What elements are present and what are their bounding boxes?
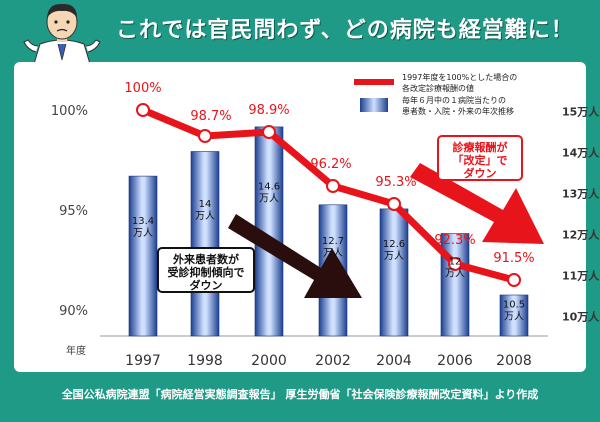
- legend-bar-label: 毎年６月中の１病院当たりの: [402, 95, 506, 105]
- fee-point: [262, 125, 276, 139]
- bar-unit-label: 万人: [323, 247, 343, 259]
- legend-bar-label: 患者数・入院・外来の年次推移: [402, 106, 514, 116]
- doctor-illustration: [23, 3, 101, 65]
- x-tick-label: 2004: [376, 353, 412, 369]
- outpatient-note-line: 受診抑制傾向で: [168, 265, 245, 279]
- bar-unit-label: 万人: [195, 210, 215, 222]
- y-right-tick-label: 14万人: [562, 146, 600, 160]
- outpatient-note-line: ダウン: [190, 278, 223, 292]
- legend-line-label: 1997年度を100%とした場合の: [402, 72, 517, 82]
- legend-line-label: 各改定診療報酬の値: [402, 83, 474, 93]
- bar-value-label: 14.6: [258, 182, 280, 193]
- fee-point: [387, 197, 401, 211]
- bar: [379, 208, 409, 337]
- bar-unit-label: 万人: [133, 227, 153, 239]
- y-right-tick-label: 13万人: [562, 187, 600, 201]
- y-right-tick-label: 15万人: [562, 105, 600, 119]
- legend-bar-swatch: [360, 98, 388, 112]
- fee-point: [198, 129, 212, 143]
- x-tick-label: 2008: [496, 353, 532, 369]
- bar-value-label: 12: [449, 256, 462, 267]
- bar: [499, 294, 529, 337]
- y-left-tick-label: 95%: [59, 204, 88, 219]
- bar-unit-label: 万人: [384, 250, 404, 262]
- x-tick-label: 1998: [187, 353, 223, 369]
- y-left-tick-label: 90%: [59, 304, 88, 319]
- outpatient-note-line: 外来患者数が: [172, 252, 239, 266]
- bar-unit-label: 万人: [445, 267, 465, 279]
- x-tick-label: 1997: [125, 353, 161, 369]
- fee-note-line: 「改定」で: [453, 153, 508, 167]
- bar-value-label: 14: [199, 199, 212, 210]
- bar: [190, 151, 220, 337]
- fee-point: [507, 273, 521, 287]
- outpatient-down-arrow: [228, 214, 362, 298]
- fee-note-line: 診療報酬が: [453, 140, 508, 154]
- x-axis-title: 年度: [66, 344, 86, 357]
- fee-note-line: ダウン: [464, 166, 497, 180]
- bar: [128, 175, 158, 337]
- line-data-label: 100%: [124, 81, 161, 96]
- bar-unit-label: 万人: [259, 193, 279, 205]
- bar-value-label: 13.4: [132, 216, 154, 227]
- fee-down-arrow: [410, 163, 544, 244]
- x-tick-label: 2002: [315, 353, 351, 369]
- x-tick-label: 2000: [251, 353, 287, 369]
- y-left-tick-label: 100%: [51, 104, 88, 119]
- line-data-label: 91.5%: [493, 251, 534, 266]
- fee-note-box: [437, 135, 523, 181]
- line-data-label: 92.3%: [434, 233, 475, 248]
- bar-unit-label: 万人: [504, 310, 524, 322]
- line-data-label: 98.9%: [248, 103, 289, 118]
- fee-point: [326, 179, 340, 193]
- fee-point: [448, 257, 462, 271]
- bar-value-label: 10.5: [503, 299, 525, 310]
- y-right-tick-label: 12万人: [562, 228, 600, 242]
- outpatient-note-box: [157, 247, 255, 293]
- y-right-tick-label: 10万人: [562, 310, 600, 324]
- bar-value-label: 12.6: [383, 239, 405, 250]
- x-tick-label: 2006: [437, 353, 473, 369]
- page-title: これでは官民問わず、どの病院も経営難に！: [116, 18, 574, 43]
- source-note: 全国公私病院連盟「病院経営実態調査報告」 厚生労働省「社会保険診療報酬改定資料」…: [61, 388, 539, 401]
- y-right-tick-label: 11万人: [562, 269, 600, 283]
- fee-point: [136, 103, 150, 117]
- line-data-label: 98.7%: [190, 109, 231, 124]
- bar: [440, 233, 470, 337]
- bar-value-label: 12.7: [322, 236, 344, 247]
- line-data-label: 95.3%: [375, 175, 416, 190]
- line-data-label: 96.2%: [310, 157, 351, 172]
